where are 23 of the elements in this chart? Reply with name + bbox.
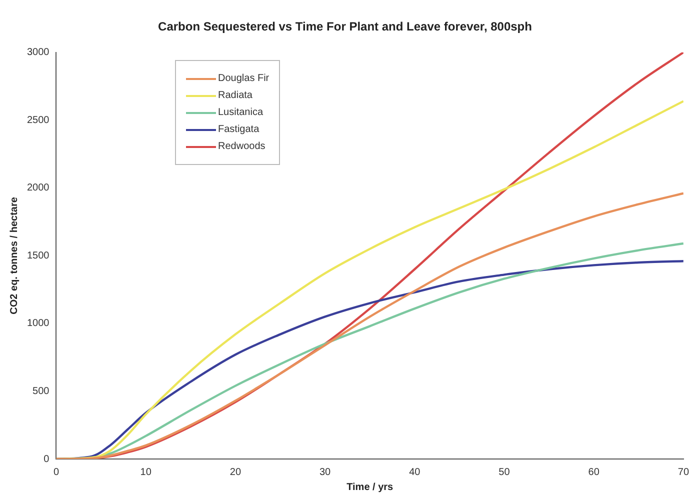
- x-tick-label: 30: [319, 466, 332, 478]
- x-tick-label: 0: [53, 466, 60, 478]
- y-tick-label: 1000: [26, 318, 50, 330]
- x-tick-label: 70: [678, 466, 690, 478]
- y-tick-label: 1500: [26, 250, 50, 262]
- y-tick-label: 2000: [26, 182, 50, 194]
- y-tick-label: 2500: [26, 114, 50, 126]
- legend-label: Lusitanica: [218, 107, 264, 118]
- x-tick-label: 50: [498, 466, 510, 478]
- x-tick-label: 20: [230, 466, 242, 478]
- chart-title: Carbon Sequestered vs Time For Plant and Leave forever, 800sph: [158, 20, 532, 34]
- legend-label: Fastigata: [218, 124, 260, 135]
- y-tick-label: 500: [32, 386, 50, 397]
- x-tick-label: 60: [588, 466, 600, 478]
- y-tick-label: 3000: [26, 47, 50, 58]
- legend-label: Redwoods: [218, 141, 266, 152]
- legend-label: Douglas Fir: [218, 73, 270, 84]
- y-tick-label: 0: [44, 454, 50, 465]
- x-axis-title: Time / yrs: [346, 482, 394, 493]
- x-tick-label: 40: [409, 466, 421, 478]
- x-tick-label: 10: [140, 466, 152, 478]
- y-axis-title: CO2 eq. tonnes / hectare: [8, 196, 20, 314]
- legend-label: Radiata: [218, 90, 252, 101]
